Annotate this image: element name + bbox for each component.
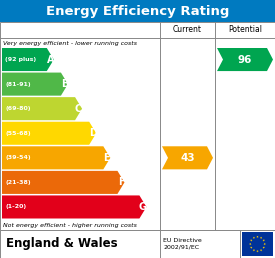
- Text: (21-38): (21-38): [5, 180, 31, 185]
- Text: (81-91): (81-91): [5, 82, 31, 87]
- Polygon shape: [2, 171, 125, 194]
- Text: A: A: [46, 54, 54, 64]
- Polygon shape: [250, 247, 252, 249]
- Text: England & Wales: England & Wales: [6, 238, 118, 251]
- Polygon shape: [263, 247, 265, 249]
- Text: Not energy efficient - higher running costs: Not energy efficient - higher running co…: [3, 222, 137, 228]
- Text: (69-80): (69-80): [5, 106, 31, 111]
- Polygon shape: [249, 243, 252, 245]
- Text: G: G: [139, 202, 147, 212]
- Text: C: C: [75, 104, 82, 114]
- Text: B: B: [61, 79, 68, 89]
- Polygon shape: [253, 237, 255, 239]
- Polygon shape: [263, 239, 265, 242]
- Text: 43: 43: [180, 153, 195, 163]
- Text: (92 plus): (92 plus): [5, 57, 36, 62]
- Text: Current: Current: [173, 26, 202, 35]
- Polygon shape: [263, 243, 266, 245]
- Bar: [0, 22, 275, 230]
- Polygon shape: [2, 122, 96, 145]
- Polygon shape: [2, 48, 54, 71]
- Bar: [0, 230, 275, 258]
- Polygon shape: [2, 146, 110, 169]
- Polygon shape: [217, 48, 273, 71]
- Text: (1-20): (1-20): [5, 204, 26, 209]
- Text: (39-54): (39-54): [5, 155, 31, 160]
- Polygon shape: [256, 236, 259, 238]
- Polygon shape: [253, 249, 255, 252]
- Polygon shape: [250, 239, 252, 242]
- Text: (55-68): (55-68): [5, 131, 31, 136]
- Text: Very energy efficient - lower running costs: Very energy efficient - lower running co…: [3, 41, 137, 45]
- Text: E: E: [103, 153, 110, 163]
- Polygon shape: [260, 249, 262, 252]
- Text: F: F: [118, 178, 124, 187]
- Text: Energy Efficiency Rating: Energy Efficiency Rating: [46, 4, 229, 18]
- Bar: [242, 232, 273, 256]
- Bar: [0, 0, 275, 22]
- Polygon shape: [2, 72, 68, 96]
- Polygon shape: [2, 97, 82, 120]
- Text: 96: 96: [238, 54, 252, 64]
- Polygon shape: [260, 237, 262, 239]
- Text: Potential: Potential: [228, 26, 262, 35]
- Polygon shape: [256, 250, 259, 253]
- Polygon shape: [162, 146, 213, 169]
- Polygon shape: [2, 195, 147, 219]
- Text: D: D: [89, 128, 97, 138]
- Text: EU Directive
2002/91/EC: EU Directive 2002/91/EC: [163, 238, 202, 250]
